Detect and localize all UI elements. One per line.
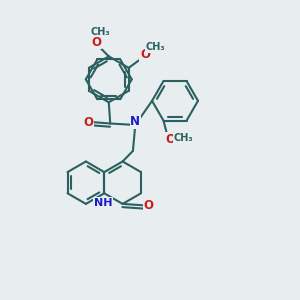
Text: O: O: [165, 133, 175, 146]
Text: O: O: [143, 200, 153, 212]
Text: O: O: [83, 116, 93, 128]
Text: NH: NH: [94, 198, 112, 208]
Text: CH₃: CH₃: [173, 134, 193, 143]
Text: N: N: [130, 115, 140, 128]
Text: O: O: [91, 36, 101, 49]
Text: CH₃: CH₃: [146, 42, 165, 52]
Text: O: O: [140, 48, 150, 61]
Text: CH₃: CH₃: [90, 27, 110, 37]
